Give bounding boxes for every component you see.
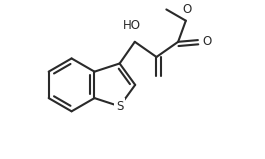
Text: O: O — [203, 35, 212, 48]
Text: S: S — [116, 100, 123, 113]
Text: HO: HO — [123, 19, 141, 32]
Text: O: O — [182, 3, 191, 16]
